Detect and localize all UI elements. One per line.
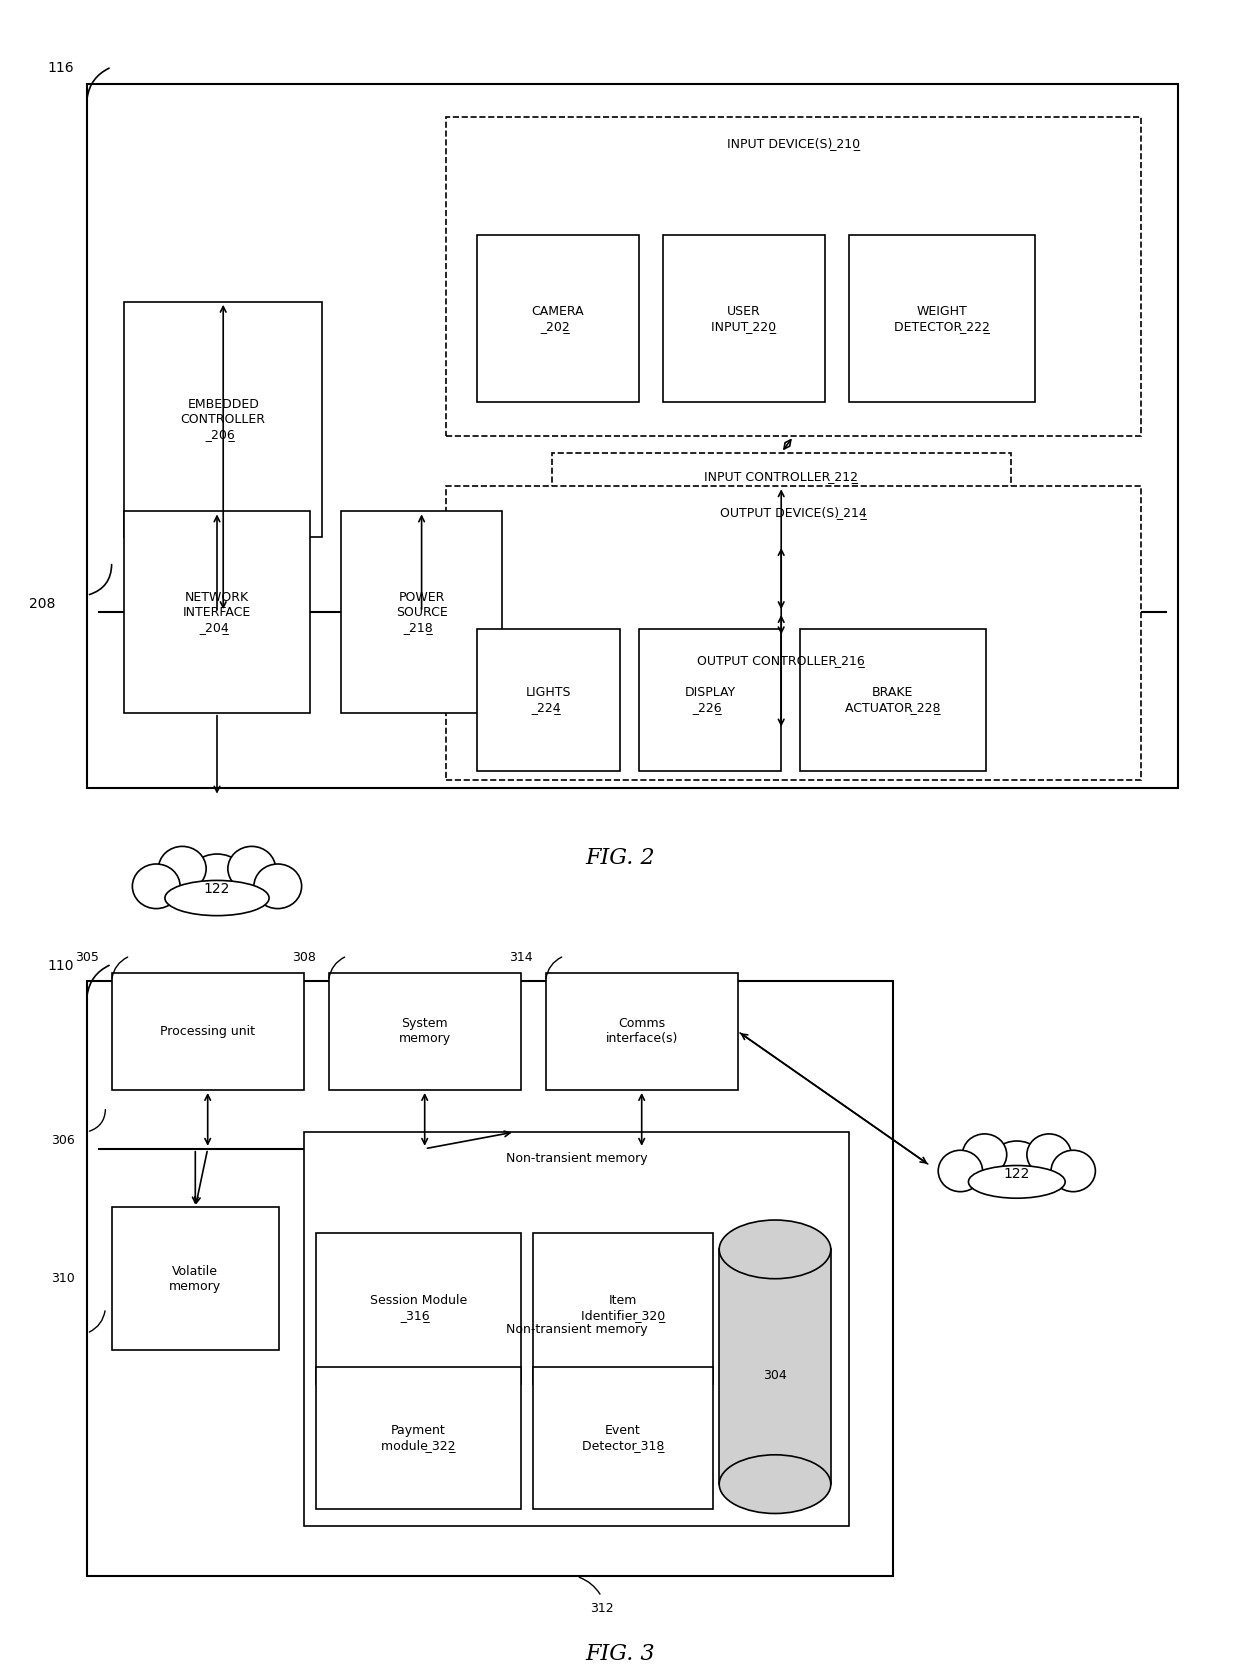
FancyBboxPatch shape — [552, 637, 1011, 729]
Text: 110: 110 — [48, 959, 74, 973]
Text: 116: 116 — [48, 62, 74, 75]
Ellipse shape — [159, 847, 206, 890]
Ellipse shape — [165, 880, 269, 916]
FancyBboxPatch shape — [316, 1233, 521, 1384]
FancyBboxPatch shape — [112, 1207, 279, 1350]
Ellipse shape — [962, 1134, 1007, 1176]
FancyBboxPatch shape — [663, 235, 825, 402]
Ellipse shape — [254, 864, 301, 909]
Text: System
memory: System memory — [398, 1018, 451, 1045]
Text: 312: 312 — [589, 1602, 614, 1615]
Text: 304: 304 — [763, 1368, 787, 1382]
Text: 310: 310 — [51, 1273, 74, 1285]
Text: POWER
SOURCE
̲218̲: POWER SOURCE ̲218̲ — [396, 590, 448, 634]
FancyBboxPatch shape — [341, 511, 502, 713]
Text: USER
INPUT ̲220̲: USER INPUT ̲220̲ — [712, 305, 776, 332]
FancyBboxPatch shape — [316, 1367, 521, 1509]
FancyBboxPatch shape — [124, 302, 322, 537]
Text: CAMERA
̲202̲: CAMERA ̲202̲ — [532, 305, 584, 332]
Text: FIG. 3: FIG. 3 — [585, 1643, 655, 1665]
FancyBboxPatch shape — [552, 453, 1011, 545]
Text: DISPLAY
̲226̲: DISPLAY ̲226̲ — [684, 686, 735, 714]
Ellipse shape — [968, 1166, 1065, 1197]
Ellipse shape — [228, 847, 275, 890]
FancyBboxPatch shape — [533, 1233, 713, 1384]
Text: 306: 306 — [51, 1134, 74, 1147]
Text: FIG. 2: FIG. 2 — [585, 847, 655, 869]
FancyBboxPatch shape — [87, 84, 1178, 788]
Text: Event
Detector ̲318̲: Event Detector ̲318̲ — [582, 1424, 665, 1452]
Text: 122: 122 — [1003, 1167, 1030, 1181]
Ellipse shape — [719, 1456, 831, 1513]
Text: 308: 308 — [293, 951, 316, 964]
Text: EMBEDDED
CONTROLLER
̲206̲: EMBEDDED CONTROLLER ̲206̲ — [181, 397, 265, 441]
Text: Processing unit: Processing unit — [160, 1025, 255, 1038]
FancyBboxPatch shape — [446, 486, 1141, 780]
Bar — [719, 1249, 831, 1484]
Text: OUTPUT CONTROLLER ̲216̲: OUTPUT CONTROLLER ̲216̲ — [697, 654, 866, 667]
FancyBboxPatch shape — [124, 511, 310, 713]
Ellipse shape — [133, 864, 180, 909]
FancyBboxPatch shape — [304, 1132, 849, 1526]
Text: 305: 305 — [76, 951, 99, 964]
Ellipse shape — [1052, 1150, 1095, 1192]
Text: OUTPUT DEVICE(S) ̲214̲: OUTPUT DEVICE(S) ̲214̲ — [720, 506, 867, 520]
Text: Non-transient memory: Non-transient memory — [506, 1323, 647, 1335]
Text: NETWORK
INTERFACE
̲204̲: NETWORK INTERFACE ̲204̲ — [182, 590, 252, 634]
Ellipse shape — [1027, 1134, 1071, 1176]
Text: 314: 314 — [510, 951, 533, 964]
Text: Payment
module ̲322̲: Payment module ̲322̲ — [381, 1424, 456, 1452]
Text: LIGHTS
̲224̲: LIGHTS ̲224̲ — [526, 686, 572, 714]
Text: Item
Identifier ̲320̲: Item Identifier ̲320̲ — [582, 1295, 665, 1321]
FancyBboxPatch shape — [546, 973, 738, 1090]
Text: WEIGHT
DETECTOR ̲222̲: WEIGHT DETECTOR ̲222̲ — [894, 305, 991, 332]
FancyBboxPatch shape — [849, 235, 1035, 402]
Ellipse shape — [988, 1140, 1045, 1191]
Ellipse shape — [186, 854, 247, 907]
FancyBboxPatch shape — [639, 629, 781, 771]
FancyBboxPatch shape — [446, 117, 1141, 436]
Text: Volatile
memory: Volatile memory — [169, 1264, 222, 1293]
Text: Non-transient memory: Non-transient memory — [506, 1152, 647, 1166]
FancyBboxPatch shape — [112, 973, 304, 1090]
FancyBboxPatch shape — [477, 235, 639, 402]
Text: BRAKE
ACTUATOR ̲228̲: BRAKE ACTUATOR ̲228̲ — [844, 686, 941, 714]
FancyBboxPatch shape — [800, 629, 986, 771]
FancyBboxPatch shape — [477, 629, 620, 771]
Text: Comms
interface(s): Comms interface(s) — [605, 1018, 678, 1045]
Text: INPUT CONTROLLER ̲212̲: INPUT CONTROLLER ̲212̲ — [704, 470, 858, 483]
FancyBboxPatch shape — [87, 981, 893, 1576]
Ellipse shape — [719, 1221, 831, 1280]
Text: 122: 122 — [203, 882, 231, 896]
Text: Session Module
̲316̲: Session Module ̲316̲ — [370, 1295, 467, 1321]
Text: 208: 208 — [30, 597, 56, 610]
Ellipse shape — [939, 1150, 982, 1192]
FancyBboxPatch shape — [533, 1367, 713, 1509]
Text: INPUT DEVICE(S) ̲210̲: INPUT DEVICE(S) ̲210̲ — [727, 138, 861, 151]
FancyBboxPatch shape — [329, 973, 521, 1090]
